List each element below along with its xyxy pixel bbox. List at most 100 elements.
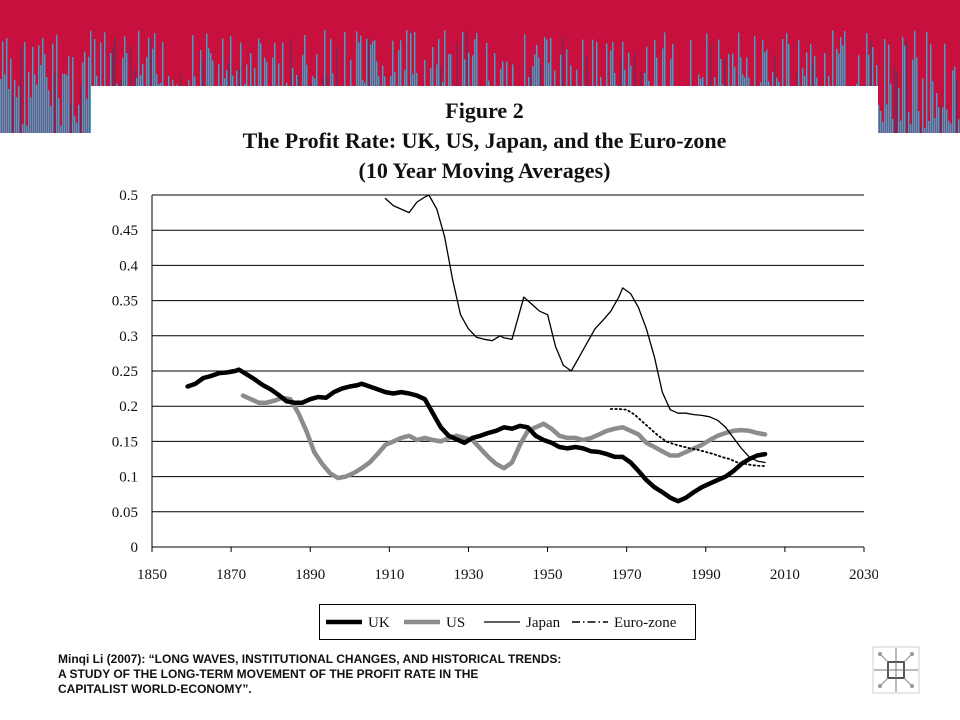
legend-entries: UK US Japan Euro-zone [326, 615, 677, 631]
x-tick-label: 1910 [374, 567, 404, 583]
banner-stripe [882, 121, 884, 133]
banner-stripe [944, 43, 946, 133]
banner-stripe [950, 123, 952, 133]
banner-stripe [928, 120, 930, 133]
series-line-japan [384, 194, 766, 464]
chart-legend: UK US Japan Euro-zone [319, 604, 696, 640]
profit-rate-chart: 0 0.05 0.1 0.15 0.2 0.25 0.3 0.35 0.4 0.45 0.5 1850… [112, 188, 878, 583]
x-tick-label: 1950 [533, 567, 563, 583]
banner-stripe [936, 92, 938, 133]
banner-stripe [230, 36, 232, 133]
banner-stripe [66, 75, 68, 133]
banner-stripe [44, 53, 46, 133]
y-tick-label: 0.4 [119, 258, 138, 274]
banner-stripe [958, 119, 960, 133]
banner-stripe [922, 78, 924, 133]
banner-stripe [290, 38, 292, 133]
banner-stripe [12, 95, 14, 133]
banner-stripe [94, 38, 96, 133]
banner-stripe [26, 125, 28, 133]
banner-stripe [956, 80, 958, 133]
banner-stripe [30, 97, 32, 133]
banner-stripe [6, 37, 8, 133]
banner-stripe [4, 74, 6, 133]
banner-stripe [786, 32, 788, 133]
banner-stripe [932, 81, 934, 133]
banner-stripe [414, 31, 416, 133]
banner-stripe [50, 105, 52, 133]
y-tick-label: 0.15 [112, 434, 138, 450]
banner-stripe [476, 32, 478, 133]
series-line-uk [185, 367, 768, 504]
banner-stripe [22, 123, 24, 133]
caption-line-1: Minqi Li (2007): “LONG WAVES, INSTITUTIO… [58, 652, 562, 666]
banner-stripe [844, 31, 846, 133]
banner-stripe [900, 120, 902, 133]
y-tick-label: 0 [131, 540, 139, 556]
y-tick-label: 0.2 [119, 399, 138, 415]
banner-stripe [892, 118, 894, 133]
legend-label-us: US [446, 615, 465, 631]
banner-stripe [664, 32, 666, 133]
banner-stripe [884, 39, 886, 133]
banner-stripe [914, 30, 916, 133]
figure-title: Figure 2 [445, 98, 524, 123]
banner-stripe [84, 51, 86, 133]
series-line-us [240, 393, 768, 481]
banner-stripe [24, 42, 26, 133]
banner-stripe [46, 77, 48, 133]
banner-stripe [88, 56, 90, 133]
legend-label-uk: UK [368, 615, 390, 631]
banner-stripe [16, 97, 18, 133]
caption-line-2: A STUDY OF THE LONG-TERM MOVEMENT OF THE… [58, 667, 479, 681]
banner-stripe [114, 38, 116, 133]
y-tick-label: 0.1 [119, 470, 138, 486]
banner-stripe [934, 118, 936, 133]
banner-stripe [360, 35, 362, 133]
banner-stripe [18, 86, 20, 133]
banner-stripe [910, 124, 912, 133]
banner-stripe [38, 45, 40, 133]
banner-stripe [550, 37, 552, 133]
banner-stripe [52, 43, 54, 133]
y-tick-label: 0.25 [112, 364, 138, 380]
banner-stripe [952, 70, 954, 133]
banner-stripe [0, 79, 2, 133]
x-tick-label: 2030 [849, 567, 878, 583]
banner-stripe [86, 98, 88, 133]
banner-stripe [68, 56, 70, 133]
banner-stripe [76, 122, 78, 133]
banner-stripe [904, 45, 906, 133]
x-tick-label: 1970 [612, 567, 642, 583]
banner-stripe [70, 104, 72, 133]
network-logo-icon [872, 646, 920, 694]
x-tick-label: 1930 [453, 567, 483, 583]
banner-stripe [8, 88, 10, 133]
banner-stripe [942, 107, 944, 133]
banner-stripe [366, 38, 368, 133]
banner-stripe [880, 110, 882, 133]
legend-label-japan: Japan [526, 615, 561, 631]
banner-stripe [124, 36, 126, 133]
banner-stripe [832, 30, 834, 133]
banner-stripe [78, 104, 80, 133]
banner-stripe [330, 38, 332, 133]
x-tick-label: 1990 [691, 567, 721, 583]
banner-stripe [56, 34, 58, 133]
y-tick-label: 0.05 [112, 505, 138, 521]
banner-stripe [32, 47, 34, 133]
banner-stripe [912, 59, 914, 133]
figure-subtitle-2: (10 Year Moving Averages) [358, 158, 611, 183]
banner-stripe [954, 66, 956, 133]
figure-panel: Figure 2 The Profit Rate: UK, US, Japan,… [91, 86, 878, 650]
banner-stripe [324, 30, 326, 133]
banner-stripe [138, 30, 140, 133]
banner-stripe [54, 75, 56, 133]
banner-stripe [64, 73, 66, 133]
banner-stripe [368, 38, 370, 133]
banner-stripe [886, 104, 888, 133]
banner-stripe [82, 62, 84, 133]
y-tick-label: 0.3 [119, 329, 138, 345]
banner-stripe [782, 38, 784, 133]
banner-stripe [706, 33, 708, 133]
